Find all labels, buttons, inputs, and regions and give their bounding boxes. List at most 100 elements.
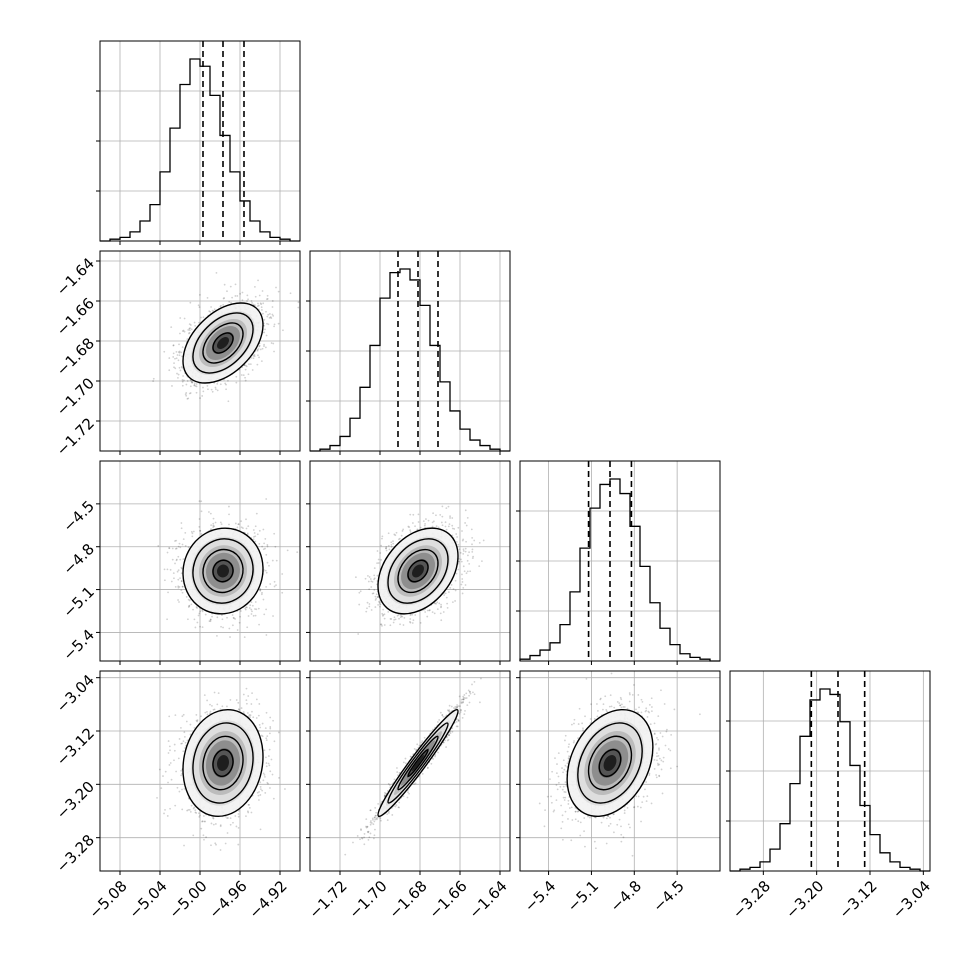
scatter-point — [252, 614, 255, 617]
scatter-point — [257, 348, 260, 350]
scatter-point — [265, 334, 268, 337]
scatter-point — [184, 531, 187, 534]
scatter-point — [201, 395, 204, 397]
scatter-point — [184, 393, 187, 396]
scatter-point — [176, 354, 179, 356]
scatter-point — [273, 325, 275, 328]
scatter-point — [461, 530, 463, 532]
scatter-point — [209, 620, 212, 623]
scatter-point — [183, 379, 185, 382]
scatter-point — [250, 613, 253, 615]
contour-line — [212, 559, 234, 583]
scatter-panel-3-1 — [96, 460, 301, 665]
scatter-point — [260, 360, 263, 363]
scatter-point — [258, 344, 261, 347]
scatter-point — [175, 547, 178, 550]
scatter-point — [195, 606, 198, 608]
diagonal-panel-1 — [96, 40, 301, 245]
scatter-point — [271, 559, 274, 562]
scatter-point — [273, 532, 276, 535]
scatter-point — [171, 385, 173, 387]
scatter-point — [231, 614, 234, 616]
scatter-point — [252, 529, 255, 531]
scatter-point — [259, 588, 262, 590]
scatter-point — [250, 356, 253, 359]
scatter-point — [196, 621, 199, 624]
scatter-point — [186, 380, 189, 382]
scatter-point — [389, 624, 392, 627]
scatter-point — [250, 608, 253, 611]
scatter-point — [282, 329, 284, 332]
scatter-point — [409, 531, 412, 533]
scatter-point — [461, 578, 464, 580]
scatter-point — [382, 613, 385, 616]
scatter-point — [257, 302, 259, 305]
scatter-point — [199, 625, 201, 628]
scatter-point — [202, 316, 205, 319]
scatter-point — [265, 553, 268, 556]
scatter-point — [198, 306, 201, 308]
scatter-point — [375, 593, 378, 596]
scatter-point — [441, 515, 444, 518]
scatter-point — [381, 535, 384, 538]
scatter-point — [255, 608, 258, 611]
scatter-point — [187, 606, 190, 608]
scatter-point — [247, 373, 250, 376]
scatter-point — [251, 604, 254, 607]
scatter-point — [258, 529, 261, 532]
scatter-point — [181, 585, 184, 588]
scatter-point — [177, 599, 179, 601]
scatter-point — [178, 366, 181, 369]
scatter-point — [357, 633, 360, 635]
scatter-point — [223, 297, 226, 299]
scatter-point — [187, 329, 190, 331]
scatter-point — [200, 316, 202, 319]
scatter-point — [399, 623, 401, 626]
scatter-point — [178, 351, 181, 354]
scatter-point — [393, 618, 396, 621]
scatter-point — [373, 567, 376, 569]
scatter-point — [212, 517, 215, 520]
contour-line — [182, 527, 264, 615]
scatter-point — [478, 565, 481, 568]
scatter-point — [457, 526, 460, 529]
scatter-point — [200, 500, 203, 503]
scatter-point — [184, 544, 187, 547]
scatter-point — [213, 525, 216, 528]
scatter-point — [231, 624, 234, 627]
scatter-point — [190, 380, 193, 382]
scatter-point — [449, 515, 451, 518]
scatter-point — [261, 545, 264, 548]
scatter-point — [222, 304, 225, 306]
scatter-point — [186, 397, 189, 400]
scatter-point — [257, 354, 259, 357]
scatter-point — [208, 310, 211, 313]
scatter-point — [273, 580, 276, 583]
scatter-point — [395, 531, 398, 534]
scatter-point — [246, 294, 249, 297]
scatter-point — [464, 522, 467, 524]
scatter-point — [381, 625, 383, 627]
scatter-point — [242, 527, 244, 530]
scatter-point — [471, 548, 474, 551]
scatter-point — [440, 603, 442, 606]
panel-content — [354, 505, 485, 635]
scatter-point — [243, 636, 246, 639]
scatter-point — [266, 561, 269, 564]
scatter-point — [174, 540, 176, 542]
scatter-point — [371, 581, 374, 583]
scatter-point — [419, 621, 422, 624]
scatter-point — [212, 524, 215, 527]
scatter-point — [464, 584, 467, 586]
scatter-point — [472, 555, 475, 558]
scatter-point — [180, 351, 183, 354]
scatter-point — [446, 602, 448, 605]
scatter-point — [196, 607, 198, 609]
scatter-point — [273, 323, 276, 326]
scatter-point — [202, 386, 204, 389]
scatter-point — [261, 290, 264, 292]
scatter-point — [189, 392, 192, 394]
scatter-point — [189, 301, 192, 304]
scatter-point — [376, 574, 379, 577]
scatter-point — [206, 384, 209, 387]
